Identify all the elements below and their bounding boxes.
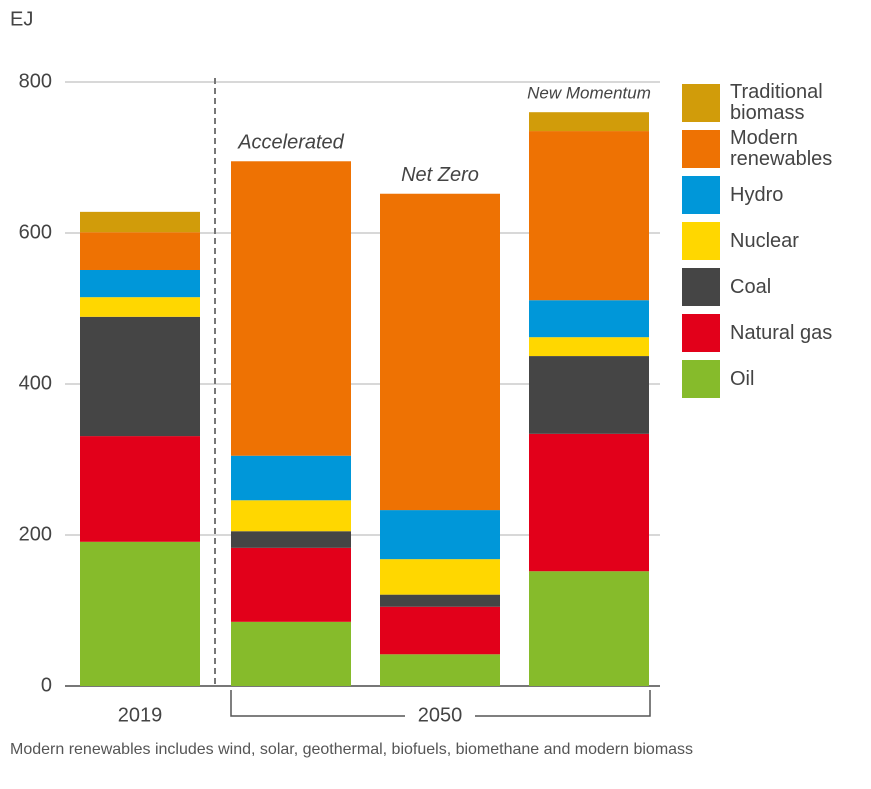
footnote: Modern renewables includes wind, solar, …	[10, 741, 694, 758]
y-tick-label: 400	[19, 372, 52, 394]
scenario-label: Net Zero	[401, 164, 479, 186]
bar-segment	[380, 193, 500, 511]
legend-label: Coal	[730, 275, 772, 298]
y-tick-label: 200	[19, 523, 52, 545]
bar-segment	[231, 500, 351, 532]
bar-segment	[529, 300, 649, 338]
legend-label: Oil	[730, 367, 755, 390]
bar-segment	[529, 433, 649, 572]
y-axis-label: EJ	[10, 8, 33, 30]
legend-swatch	[682, 314, 720, 352]
x-tick-label: 2019	[118, 704, 163, 726]
bar-segment	[80, 269, 200, 298]
bar-segment	[80, 211, 200, 233]
bar-segment	[380, 606, 500, 655]
bar-segment	[80, 541, 200, 686]
bar-segment	[380, 594, 500, 607]
bar-segment	[231, 161, 351, 456]
bar-segment	[80, 316, 200, 437]
legend-swatch	[682, 360, 720, 398]
bar-segment	[529, 131, 649, 301]
legend-swatch	[682, 84, 720, 122]
bar-segment	[80, 436, 200, 542]
bar-segment	[231, 547, 351, 622]
y-tick-label: 0	[41, 674, 52, 696]
group-label: 2050	[418, 704, 463, 726]
bar-segment	[380, 510, 500, 560]
bar-segment	[529, 356, 649, 434]
bar-segment	[80, 297, 200, 317]
bar-segment	[231, 621, 351, 686]
bar-segment	[231, 531, 351, 548]
scenario-label: Accelerated	[237, 132, 344, 154]
bar-segment	[529, 337, 649, 357]
legend-label: Hydro	[730, 183, 784, 206]
bar-segment	[80, 232, 200, 270]
legend-item: Oil	[682, 356, 871, 402]
legend-item: Natural gas	[682, 310, 871, 356]
legend-item: Nuclear	[682, 218, 871, 264]
legend-item: Coal	[682, 264, 871, 310]
legend-swatch	[682, 130, 720, 168]
legend-item: Traditional biomass	[682, 80, 871, 126]
legend-item: Modern renewables	[682, 126, 871, 172]
bar-segment	[380, 559, 500, 595]
bar-segment	[529, 112, 649, 132]
legend-label: Traditional biomass	[730, 81, 823, 124]
legend: Traditional biomass Modern renewables Hydr…	[682, 80, 871, 402]
y-tick-label: 800	[19, 70, 52, 92]
bar-segment	[231, 455, 351, 501]
legend-item: Hydro	[682, 172, 871, 218]
legend-swatch	[682, 268, 720, 306]
legend-label: Modern renewables	[730, 127, 833, 170]
bar-segment	[380, 654, 500, 686]
legend-label: Natural gas	[730, 321, 833, 344]
legend-swatch	[682, 222, 720, 260]
bar-segment	[529, 571, 649, 686]
y-tick-label: 600	[19, 221, 52, 243]
legend-swatch	[682, 176, 720, 214]
legend-label: Nuclear	[730, 229, 799, 252]
scenario-label: New Momentum	[527, 84, 651, 103]
group-label-bg	[405, 704, 475, 728]
